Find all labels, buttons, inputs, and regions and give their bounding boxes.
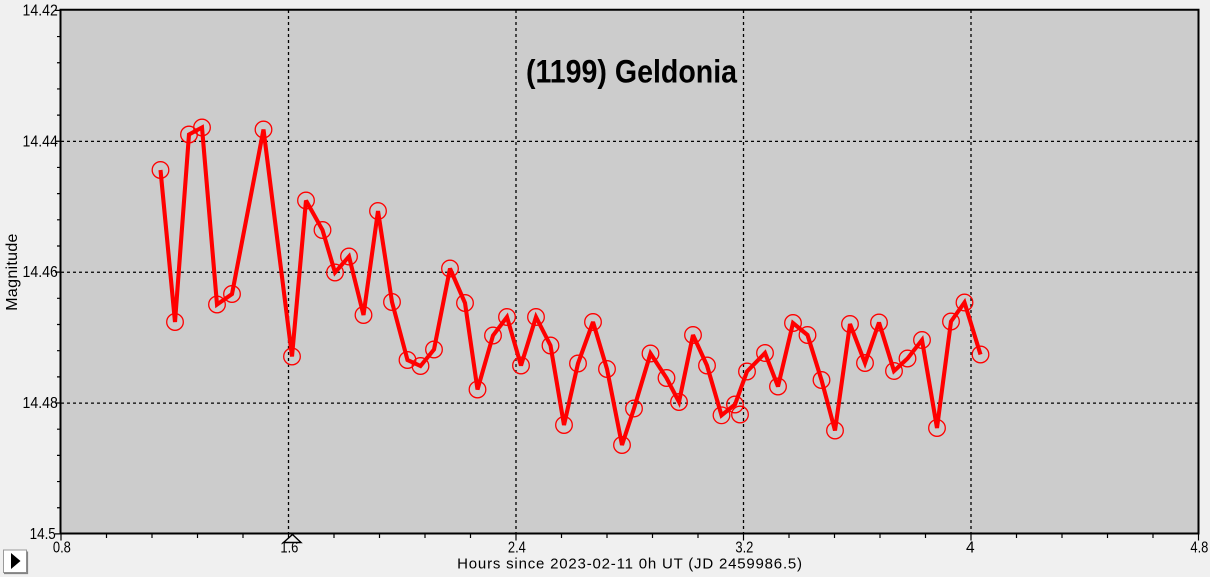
svg-text:Magnitude: Magnitude [4, 233, 21, 310]
svg-text:14.48: 14.48 [23, 395, 58, 412]
svg-text:14.5: 14.5 [30, 526, 56, 543]
svg-text:14.46: 14.46 [23, 264, 58, 281]
svg-text:0.8: 0.8 [53, 539, 71, 556]
svg-text:14.44: 14.44 [23, 133, 58, 150]
svg-text:2.4: 2.4 [508, 539, 526, 556]
svg-text:(1199) Geldonia: (1199) Geldonia [526, 54, 737, 90]
svg-text:3.2: 3.2 [735, 539, 753, 556]
svg-text:Hours since 2023-02-11 0h UT (: Hours since 2023-02-11 0h UT (JD 2459986… [457, 556, 803, 573]
svg-text:14.42: 14.42 [23, 2, 58, 19]
svg-text:1.6: 1.6 [280, 539, 298, 556]
svg-text:4: 4 [966, 539, 975, 556]
svg-text:4.8: 4.8 [1190, 539, 1208, 556]
